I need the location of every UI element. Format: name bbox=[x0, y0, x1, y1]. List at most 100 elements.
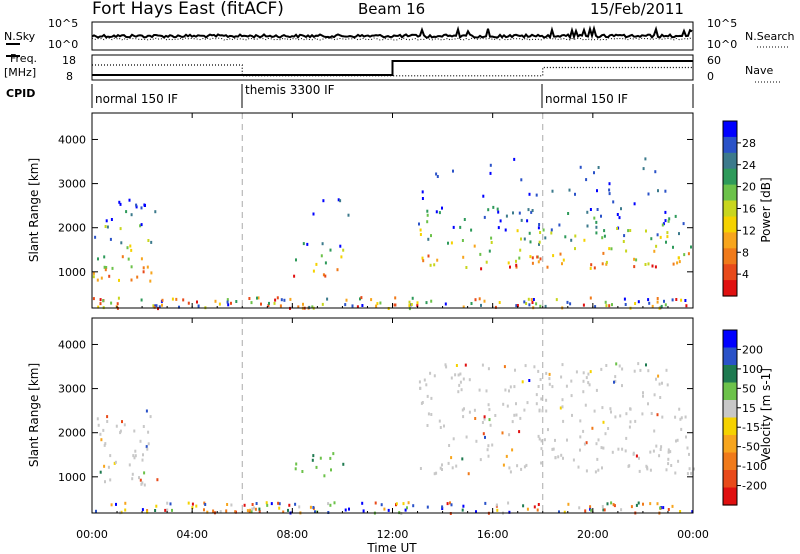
data-cell bbox=[430, 396, 433, 400]
data-cell bbox=[457, 373, 460, 377]
data-cell bbox=[523, 300, 526, 304]
data-cell bbox=[498, 301, 501, 304]
data-cell bbox=[583, 442, 586, 446]
data-cell bbox=[102, 428, 105, 432]
data-cell bbox=[408, 307, 411, 311]
data-cell bbox=[527, 297, 530, 301]
data-cell bbox=[641, 412, 644, 416]
data-cell bbox=[319, 456, 322, 460]
data-cell bbox=[596, 457, 599, 461]
data-cell bbox=[575, 370, 578, 374]
data-cell bbox=[332, 452, 335, 456]
data-cell bbox=[461, 408, 464, 412]
data-cell bbox=[594, 305, 597, 309]
data-cell bbox=[455, 364, 458, 367]
data-cell bbox=[109, 454, 112, 458]
data-cell bbox=[344, 508, 347, 512]
data-cell bbox=[441, 468, 443, 471]
data-cell bbox=[656, 233, 659, 237]
data-cell bbox=[571, 413, 573, 417]
data-cell bbox=[461, 457, 464, 461]
data-cell bbox=[562, 456, 564, 460]
data-cell bbox=[511, 448, 514, 452]
data-cell bbox=[629, 407, 632, 411]
data-cell bbox=[463, 218, 466, 221]
data-cell bbox=[642, 394, 644, 398]
data-cell bbox=[257, 296, 260, 300]
data-cell bbox=[659, 448, 662, 451]
data-cell bbox=[569, 302, 572, 306]
data-cell bbox=[226, 503, 229, 506]
data-cell bbox=[627, 464, 630, 468]
data-cell bbox=[445, 365, 448, 369]
data-cell bbox=[419, 467, 422, 470]
data-cell bbox=[570, 379, 573, 383]
data-cell bbox=[617, 447, 620, 451]
data-cell bbox=[668, 217, 671, 221]
data-cell bbox=[322, 199, 325, 203]
data-cell bbox=[530, 298, 533, 301]
data-cell bbox=[680, 416, 683, 420]
data-cell bbox=[251, 507, 254, 511]
colorbar-swatch bbox=[723, 330, 737, 349]
data-cell bbox=[620, 508, 623, 512]
data-cell bbox=[418, 380, 421, 384]
data-cell bbox=[504, 228, 507, 232]
data-cell bbox=[327, 502, 330, 506]
data-cell bbox=[226, 298, 229, 302]
data-cell bbox=[139, 478, 142, 482]
data-cell bbox=[105, 266, 108, 269]
data-cell bbox=[545, 371, 548, 375]
data-cell bbox=[540, 397, 543, 401]
data-cell bbox=[635, 454, 638, 458]
data-cell bbox=[256, 296, 258, 300]
x-tick-label: 08:00 bbox=[276, 528, 308, 541]
data-cell bbox=[450, 503, 453, 507]
data-cell bbox=[550, 231, 553, 235]
data-cell bbox=[670, 464, 673, 467]
data-cell bbox=[664, 210, 667, 214]
data-cell bbox=[485, 389, 488, 393]
data-cell bbox=[528, 192, 531, 196]
data-cell bbox=[149, 415, 152, 419]
data-cell bbox=[528, 379, 531, 382]
data-cell bbox=[480, 303, 482, 307]
data-cell bbox=[657, 189, 659, 193]
data-cell bbox=[436, 258, 439, 262]
data-cell bbox=[595, 220, 598, 224]
data-cell bbox=[616, 213, 619, 216]
data-cell bbox=[684, 415, 687, 419]
data-cell bbox=[540, 439, 543, 443]
data-cell bbox=[528, 303, 531, 307]
data-cell bbox=[562, 258, 565, 262]
data-cell bbox=[593, 266, 596, 270]
data-cell bbox=[625, 436, 628, 440]
data-cell bbox=[535, 302, 538, 306]
data-cell bbox=[526, 219, 529, 223]
data-cell bbox=[505, 214, 508, 218]
data-cell bbox=[265, 501, 268, 505]
data-cell bbox=[395, 502, 398, 506]
data-cell bbox=[131, 472, 134, 476]
data-cell bbox=[672, 245, 674, 249]
data-cell bbox=[474, 298, 477, 302]
data-cell bbox=[482, 194, 485, 198]
data-cell bbox=[140, 257, 143, 261]
data-cell bbox=[277, 501, 280, 505]
data-cell bbox=[140, 206, 143, 210]
data-cell bbox=[226, 300, 229, 304]
data-cell bbox=[329, 456, 332, 460]
data-cell bbox=[637, 362, 640, 366]
data-cell bbox=[542, 228, 545, 232]
data-cell bbox=[585, 376, 588, 380]
data-cell bbox=[161, 303, 163, 307]
data-cell bbox=[149, 279, 152, 283]
data-cell bbox=[481, 421, 484, 424]
data-cell bbox=[635, 258, 638, 262]
cpid-segment-3: normal 150 IF bbox=[545, 92, 628, 106]
data-cell bbox=[106, 225, 109, 229]
colorbar-swatch bbox=[723, 264, 737, 281]
data-cell bbox=[508, 433, 511, 437]
data-cell bbox=[146, 265, 149, 269]
data-cell bbox=[497, 226, 500, 230]
